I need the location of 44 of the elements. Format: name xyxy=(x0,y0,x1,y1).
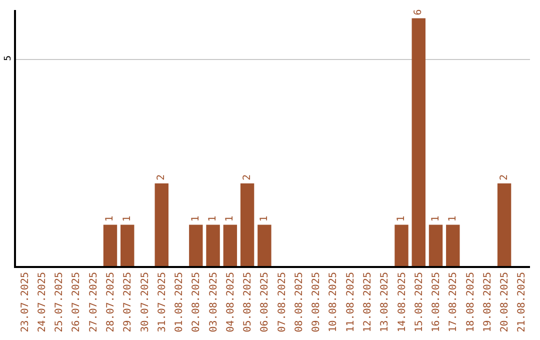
x-tick-label: 05.08.2025 xyxy=(242,272,254,332)
x-tick-label: 27.07.2025 xyxy=(88,272,100,332)
x-tick-label: 29.07.2025 xyxy=(122,272,134,332)
x-tick-label: 13.08.2025 xyxy=(380,272,391,332)
x-tick-label: 04.08.2025 xyxy=(225,272,236,332)
x-tick-label: 02.08.2025 xyxy=(191,272,202,332)
x-tick-label: 07.08.2025 xyxy=(276,272,288,332)
data-label: 1 xyxy=(430,216,442,222)
data-label: 1 xyxy=(208,216,219,222)
x-tick-label: 16.08.2025 xyxy=(431,272,442,332)
x-tick-label: 17.08.2025 xyxy=(448,272,460,332)
x-tick-label: 01.08.2025 xyxy=(174,272,186,332)
x-tick-label: 20.08.2025 xyxy=(500,272,511,332)
x-tick-label: 14.08.2025 xyxy=(396,272,408,332)
x-tick-label: 10.08.2025 xyxy=(328,272,340,332)
x-tick-label: 11.08.2025 xyxy=(345,272,356,332)
y-tick-label: 5 xyxy=(3,55,14,61)
x-tick-label: 08.08.2025 xyxy=(294,272,305,332)
x-tick-label: 15.08.2025 xyxy=(414,272,425,332)
data-label: 1 xyxy=(396,216,407,222)
data-label: 1 xyxy=(447,216,458,222)
data-label: 1 xyxy=(258,216,270,222)
x-tick-label: 23.07.2025 xyxy=(20,272,31,332)
data-label: 1 xyxy=(190,216,202,222)
data-label: 1 xyxy=(104,216,116,222)
x-tick-label: 06.08.2025 xyxy=(260,272,271,332)
x-tick-label: 03.08.2025 xyxy=(208,272,220,332)
x-tick-label: 25.07.2025 xyxy=(54,272,66,332)
data-label: 1 xyxy=(224,216,236,222)
x-tick-label: 26.07.2025 xyxy=(71,272,82,332)
x-tick-label: 30.07.2025 xyxy=(140,272,151,332)
x-tick-label: 21.08.2025 xyxy=(516,272,528,332)
data-label: 2 xyxy=(242,174,253,180)
x-tick-label: 12.08.2025 xyxy=(362,272,374,332)
x-tick-label: 24.07.2025 xyxy=(36,272,48,332)
x-tick-label: 18.08.2025 xyxy=(465,272,476,332)
x-tick-label: 31.07.2025 xyxy=(156,272,168,332)
x-tick-label: 19.08.2025 xyxy=(482,272,494,332)
data-label: 2 xyxy=(156,174,168,180)
x-tick-label: 28.07.2025 xyxy=(105,272,116,332)
x-tick-label: 09.08.2025 xyxy=(311,272,322,332)
data-label: 2 xyxy=(498,174,510,180)
data-label: 6 xyxy=(413,9,424,16)
data-label: 1 xyxy=(122,216,133,222)
